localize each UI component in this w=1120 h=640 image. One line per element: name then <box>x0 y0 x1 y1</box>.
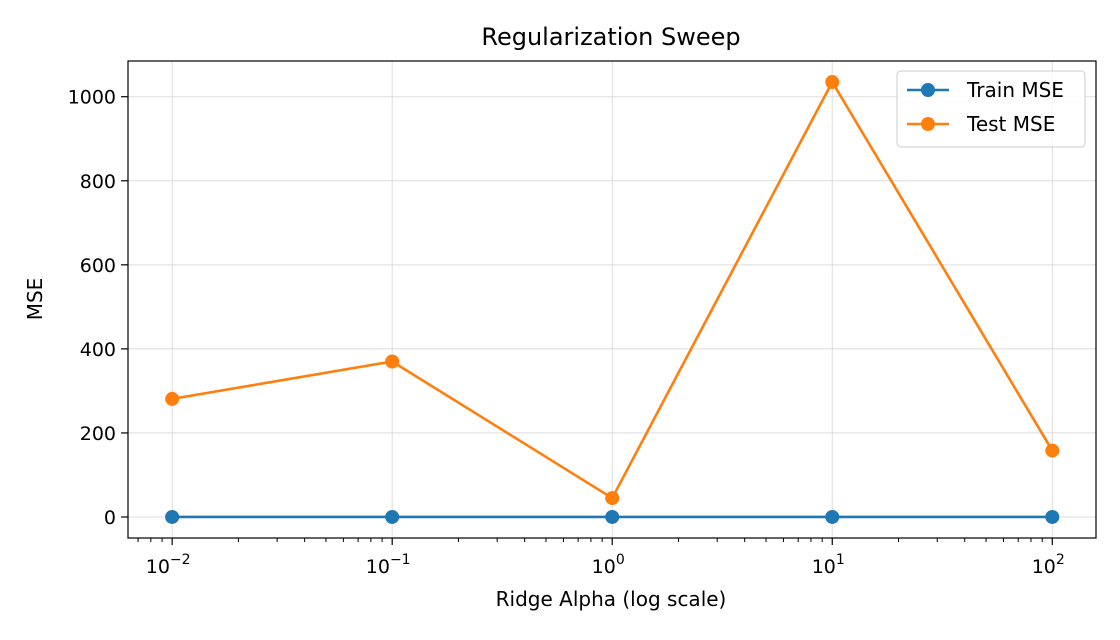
legend-label-0: Train MSE <box>966 78 1064 102</box>
data-point-1-1 <box>385 354 400 369</box>
x-tick-label: 10−1 <box>366 552 411 578</box>
y-tick-label: 600 <box>80 255 116 277</box>
y-tick-label: 1000 <box>68 87 116 109</box>
data-point-1-2 <box>605 491 620 506</box>
data-point-0-0 <box>165 509 180 524</box>
x-axis: 10−2 10−1 100 101 102 <box>137 538 1065 578</box>
y-tick-label: 800 <box>80 171 116 193</box>
x-axis-label: Ridge Alpha (log scale) <box>496 587 727 611</box>
data-point-0-1 <box>385 509 400 524</box>
data-point-1-0 <box>165 391 180 406</box>
legend-marker-0 <box>921 83 935 97</box>
y-axis-label: MSE <box>23 278 47 321</box>
legend-label-1: Test MSE <box>966 112 1055 136</box>
y-tick-label: 200 <box>80 423 116 445</box>
data-point-0-2 <box>605 509 620 524</box>
x-tick-label: 102 <box>1032 552 1065 578</box>
legend: Train MSE Test MSE <box>896 70 1086 148</box>
data-point-0-3 <box>825 509 840 524</box>
y-tick-label: 0 <box>104 507 116 529</box>
data-point-1-4 <box>1045 443 1060 458</box>
data-point-1-3 <box>825 75 840 90</box>
x-tick-label: 10−2 <box>146 552 191 578</box>
y-axis: 0 200 400 600 800 1000 <box>68 87 128 529</box>
x-tick-label: 101 <box>812 552 845 578</box>
series-layer <box>165 75 1060 524</box>
x-tick-label: 100 <box>592 552 625 578</box>
data-point-0-4 <box>1045 509 1060 524</box>
chart-title: Regularization Sweep <box>481 23 740 51</box>
y-tick-label: 400 <box>80 339 116 361</box>
legend-marker-1 <box>921 117 935 131</box>
